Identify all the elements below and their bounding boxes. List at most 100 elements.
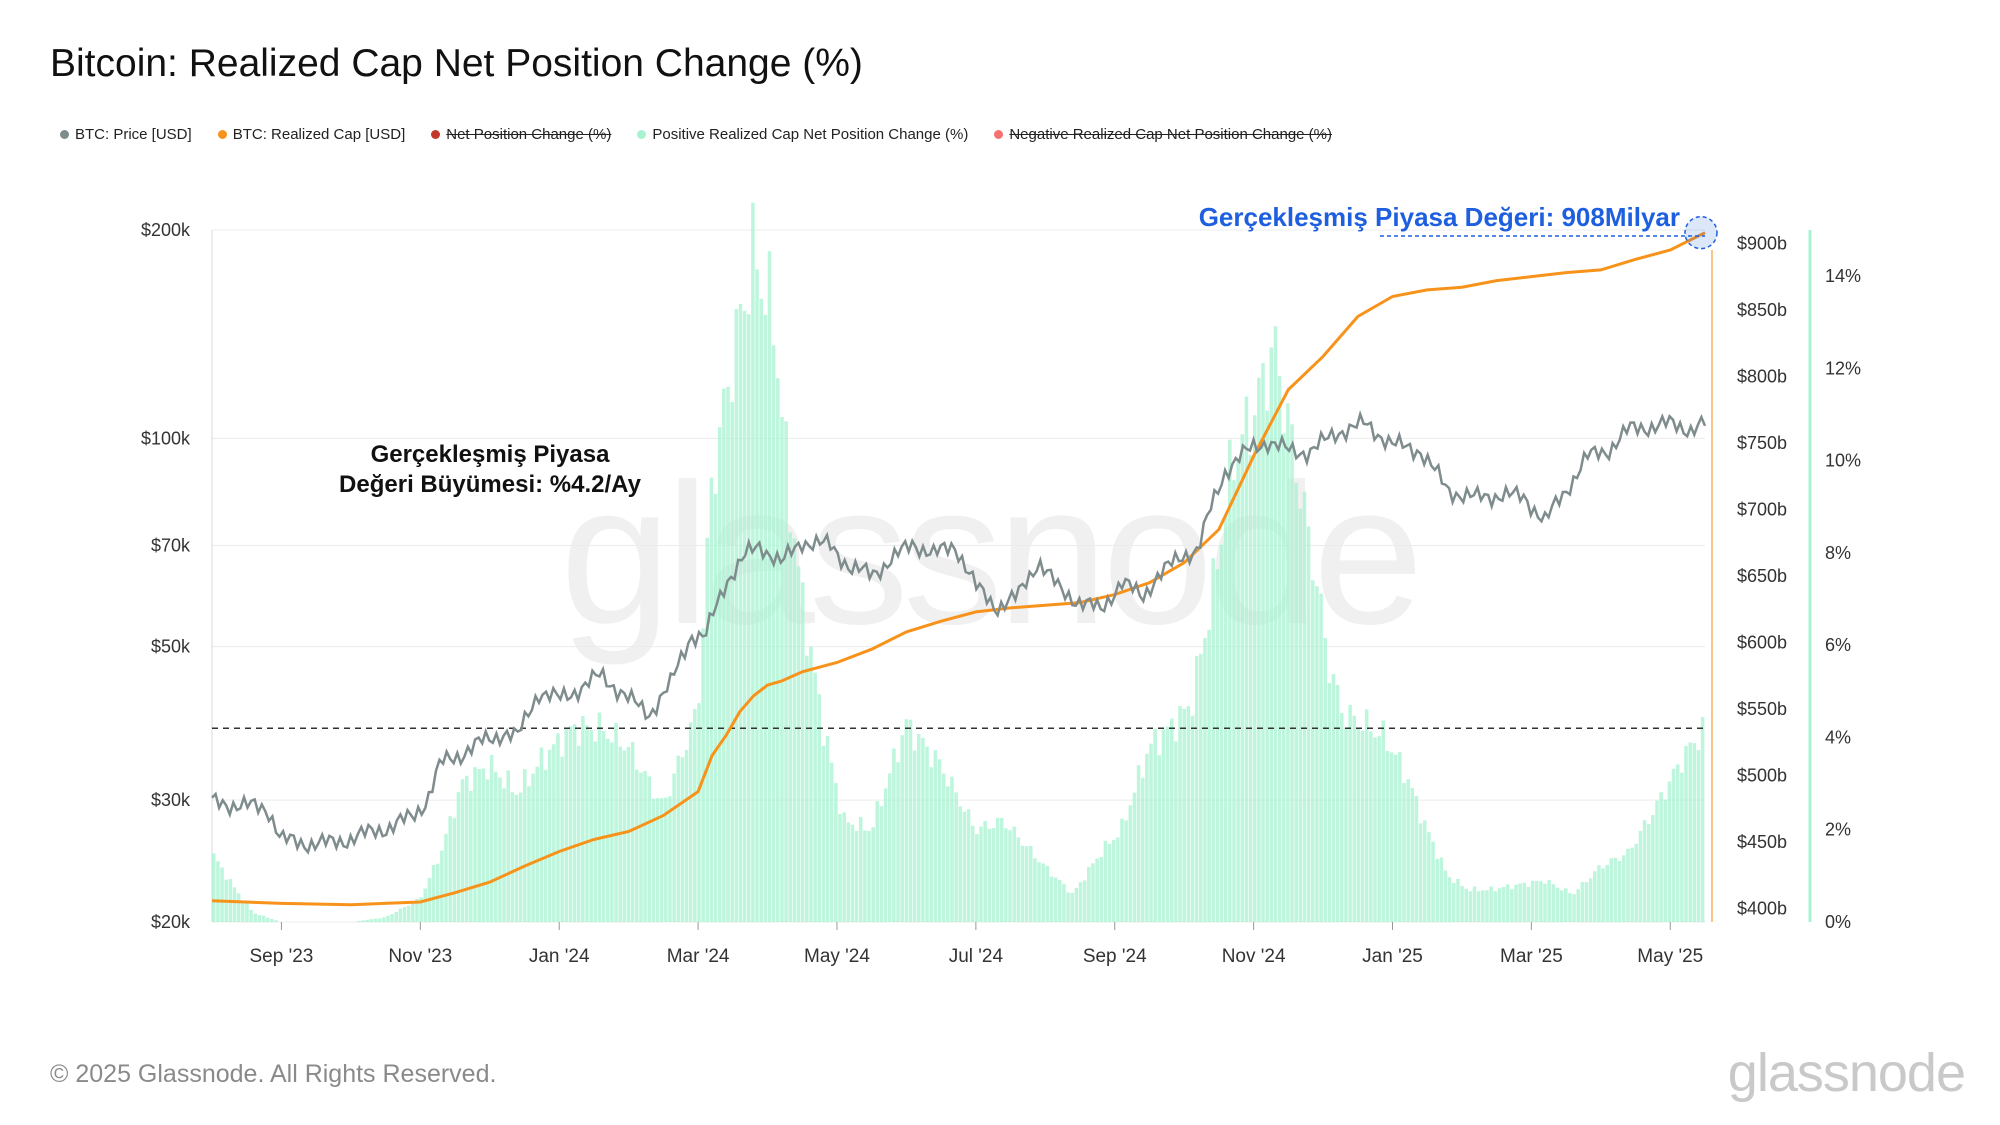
positive-change-bar (1215, 569, 1220, 922)
positive-change-bar (1004, 828, 1008, 922)
positive-change-bar (1024, 846, 1029, 922)
positive-change-bar (908, 719, 913, 922)
positive-change-bar (597, 712, 602, 922)
positive-change-bar (709, 477, 714, 922)
positive-change-bar (688, 722, 693, 922)
positive-change-bar (1103, 840, 1108, 922)
positive-change-bar (630, 741, 635, 922)
legend-item-realized-cap[interactable]: BTC: Realized Cap [USD] (217, 126, 405, 143)
positive-change-bar (1410, 788, 1415, 922)
positive-change-bar (1186, 706, 1191, 922)
positive-change-bar (581, 716, 585, 922)
positive-change-bar (1481, 890, 1485, 922)
positive-change-bar (1447, 877, 1452, 922)
positive-change-bar (950, 776, 954, 922)
positive-change-bar (1029, 845, 1033, 922)
positive-change-bar (892, 748, 896, 922)
x-axis-tick-label: Nov '24 (1222, 946, 1286, 967)
positive-change-bar (730, 402, 734, 922)
legend: BTC: Price [USD] BTC: Realized Cap [USD]… (60, 126, 1332, 143)
positive-change-bar (415, 898, 419, 922)
positive-change-bar (883, 788, 888, 922)
positive-change-bar (726, 386, 730, 923)
positive-change-bar (796, 566, 801, 922)
positive-change-bar (1493, 891, 1498, 922)
positive-change-bar (1087, 867, 1091, 922)
positive-change-bar (498, 777, 502, 922)
positive-change-bar (651, 798, 656, 922)
positive-change-bar (1385, 750, 1390, 922)
positive-change-bar (970, 825, 975, 922)
positive-change-bar (564, 727, 569, 922)
positive-change-bar (929, 767, 933, 922)
positive-change-bar (444, 833, 448, 922)
left-axis-tick-label: $70k (151, 536, 191, 556)
positive-change-bar (626, 746, 631, 922)
btc-price-line (211, 410, 1707, 855)
positive-change-bar (576, 745, 581, 922)
positive-change-bar (904, 719, 909, 922)
positive-change-bar (265, 917, 270, 922)
positive-change-bar (614, 722, 618, 922)
legend-item-net-position[interactable]: Net Position Change (%) (431, 126, 611, 143)
legend-item-negative[interactable]: Negative Realized Cap Net Position Chang… (994, 126, 1332, 143)
positive-change-bar (1074, 887, 1079, 922)
legend-item-positive[interactable]: Positive Realized Cap Net Position Chang… (637, 126, 968, 143)
positive-change-bar (543, 769, 548, 922)
positive-change-bar (1489, 886, 1493, 922)
right-axis-1-tick-label: $750b (1737, 433, 1787, 453)
positive-change-bar (1497, 888, 1502, 922)
x-axis-tick-label: Jan '24 (529, 946, 590, 967)
positive-change-bar (1016, 837, 1021, 922)
growth-annotation-line2: Değeri Büyümesi: %4.2/Ay (339, 471, 641, 498)
positive-change-bar (1037, 862, 1041, 922)
positive-change-bar (1543, 883, 1547, 922)
positive-change-bar (216, 861, 220, 922)
positive-change-bar (1178, 706, 1182, 922)
positive-change-bar (643, 771, 647, 922)
positive-change-bar (792, 538, 797, 922)
legend-item-price[interactable]: BTC: Price [USD] (60, 126, 192, 143)
positive-change-bar (1265, 410, 1269, 922)
positive-change-bar (1091, 863, 1095, 922)
positive-change-bar (1634, 843, 1639, 922)
positive-change-bar (1360, 730, 1365, 922)
positive-change-bar (1194, 656, 1199, 922)
positive-change-bar (361, 920, 365, 922)
positive-change-bar (547, 749, 552, 922)
positive-change-bar (452, 817, 457, 922)
positive-change-bar (879, 806, 884, 922)
positive-change-bar (489, 754, 494, 922)
x-axis-tick-label: Mar '24 (667, 946, 730, 967)
positive-change-bar (1211, 558, 1216, 922)
positive-change-bar (1684, 745, 1688, 922)
positive-change-bar (1066, 892, 1070, 922)
positive-change-bar (1580, 881, 1585, 922)
positive-change-bar (502, 788, 506, 922)
positive-change-bar (220, 867, 224, 922)
right-axis-2-tick-label: 8% (1825, 543, 1851, 563)
positive-change-bar (1248, 455, 1253, 922)
positive-change-bar (460, 779, 465, 922)
positive-change-bar (440, 850, 444, 922)
positive-change-bar (386, 915, 390, 922)
positive-change-bar (1228, 439, 1232, 922)
positive-change-bar (435, 863, 440, 922)
positive-change-bar (937, 759, 942, 922)
positive-change-bar (212, 853, 216, 922)
positive-change-bar (1149, 743, 1153, 922)
positive-change-bar (925, 746, 929, 922)
positive-change-bar (1082, 880, 1087, 922)
positive-change-bar (514, 794, 519, 922)
positive-change-bar (1199, 653, 1203, 922)
positive-change-bar (1286, 403, 1290, 922)
positive-change-bar (821, 745, 826, 922)
positive-change-bar (1547, 879, 1551, 922)
right-axis-2-tick-label: 4% (1825, 727, 1851, 747)
positive-change-bar (1331, 674, 1336, 922)
legend-negative-label: Negative Realized Cap Net Position Chang… (1009, 126, 1333, 143)
positive-change-bar (1252, 415, 1257, 922)
positive-change-bar (419, 897, 423, 922)
positive-change-bar (1460, 886, 1464, 922)
positive-change-bar (369, 919, 374, 922)
